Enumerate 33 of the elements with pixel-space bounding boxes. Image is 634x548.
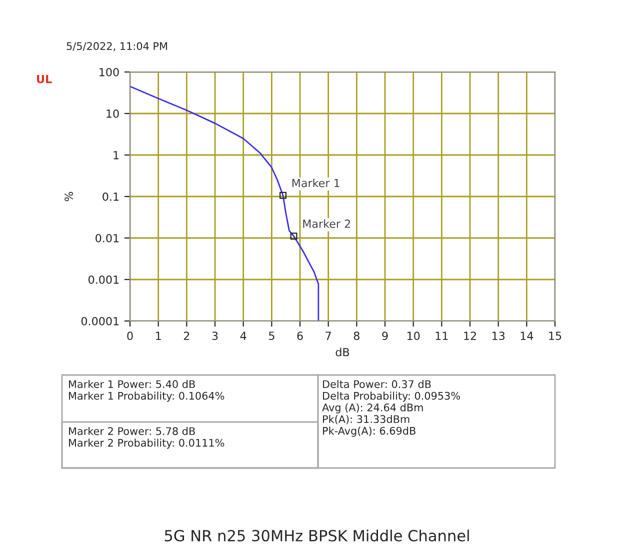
y-tick-label: 1 bbox=[114, 151, 119, 160]
x-tick-label: 3 bbox=[212, 332, 218, 340]
x-tick-label: 2 bbox=[184, 332, 190, 340]
x-tick-label: 1 bbox=[156, 332, 161, 340]
text: UL bbox=[37, 74, 52, 84]
x-tick-label: 7 bbox=[326, 332, 331, 340]
y-tick-label: 10 bbox=[106, 109, 119, 118]
x-tick-label: 13 bbox=[492, 332, 505, 340]
series-label: Marker 1 bbox=[292, 178, 340, 188]
x-tick-label: 9 bbox=[382, 332, 388, 340]
x-tick-label: 15 bbox=[549, 332, 562, 340]
y-tick-label: 100 bbox=[100, 68, 119, 76]
x-tick-label: 6 bbox=[297, 332, 303, 340]
x-tick-label: 10 bbox=[407, 332, 420, 340]
x-tick-label: 4 bbox=[240, 332, 246, 340]
x-tick-label: 11 bbox=[436, 332, 448, 340]
x-axis-title: dB bbox=[336, 348, 350, 356]
text: Marker 2 Power: 5.78 dB Marker 2 Probability: 0.0111% bbox=[69, 427, 224, 449]
series-label: Marker 2 bbox=[303, 219, 350, 228]
y-tick-label: 0.0001 bbox=[81, 316, 119, 326]
text: 5/5/2022, 11:04 PM bbox=[66, 42, 167, 52]
text: 5G NR n25 30MHz BPSK Middle Channel bbox=[164, 530, 469, 542]
x-tick-label: 8 bbox=[354, 332, 360, 340]
x-tick-label: 0 bbox=[127, 332, 133, 340]
text: Marker 1 Power: 5.40 dB Marker 1 Probability: 0.1064% bbox=[69, 380, 224, 402]
x-tick-label: 14 bbox=[520, 332, 534, 340]
x-tick-label: 5 bbox=[268, 332, 274, 340]
y-tick-label: 0.01 bbox=[96, 234, 119, 242]
y-tick-label: 0.1 bbox=[102, 192, 119, 201]
x-tick-label: 12 bbox=[464, 332, 476, 340]
y-tick-label: 0.001 bbox=[88, 275, 119, 284]
text: Delta Power: 0.37 dB Delta Probability: 0.0953% Avg (A): 24.64 dBm Pk(A): 31.33dBm Pk-Avg(A): 6.69dB bbox=[322, 380, 460, 437]
y-axis-title: % bbox=[64, 192, 73, 202]
